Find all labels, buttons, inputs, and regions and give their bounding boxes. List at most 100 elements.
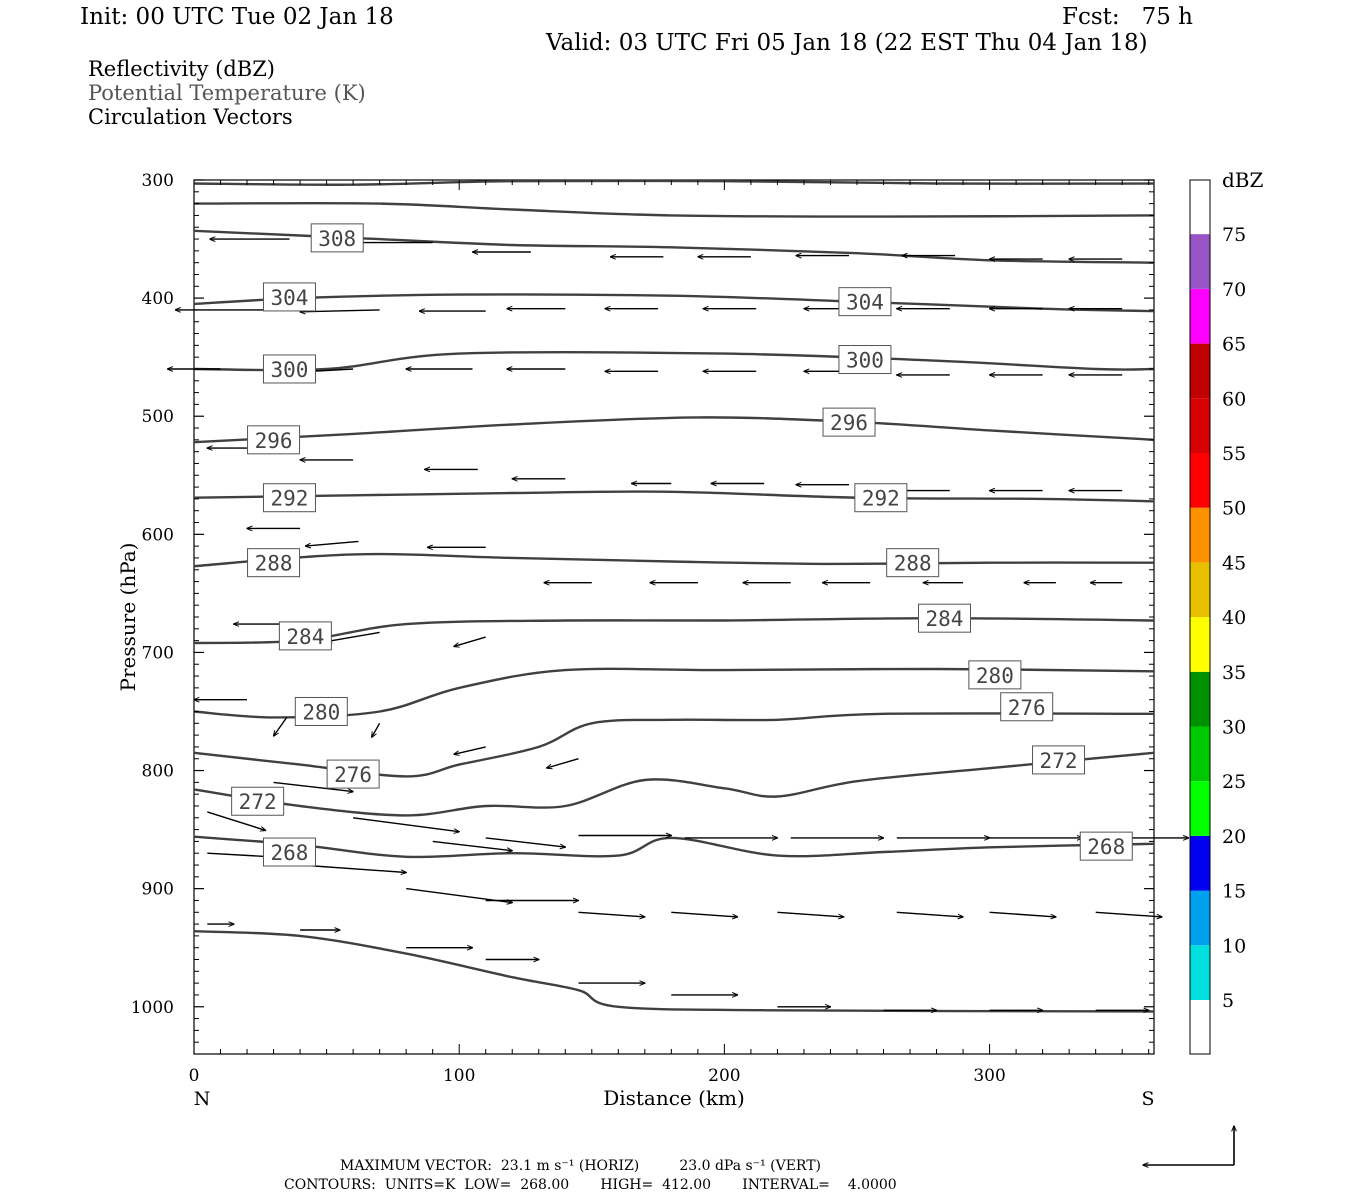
- theta-contour-264: [193, 930, 1155, 1013]
- svg-text:300: 300: [271, 358, 309, 382]
- contour-label-292: 292: [854, 483, 908, 513]
- svg-text:272: 272: [1040, 749, 1078, 773]
- svg-text:288: 288: [255, 552, 293, 576]
- circulation-vector: [454, 636, 486, 646]
- colorbar-swatch: [1190, 890, 1210, 946]
- init-time: Init: 00 UTC Tue 02 Jan 18: [80, 4, 394, 30]
- circulation-vector: [300, 864, 406, 873]
- colorbar-label: 30: [1222, 717, 1246, 739]
- y-tick-label: 1000: [131, 998, 174, 1018]
- circulation-vector: [274, 716, 288, 736]
- y-tick-label: 400: [142, 289, 174, 309]
- colorbar-label: 35: [1222, 662, 1246, 684]
- field-potential-temperature: Potential Temperature (K): [88, 81, 366, 105]
- svg-text:276: 276: [1008, 696, 1046, 720]
- svg-text:284: 284: [286, 625, 324, 649]
- svg-text:276: 276: [334, 763, 372, 787]
- theta-contour-296: [193, 416, 1155, 444]
- circulation-vector: [207, 811, 265, 831]
- dbz-colorbar: 5 10 15 20 25 30 35 40 45 50 55 60 65 70 75: [1189, 179, 1246, 1055]
- svg-text:304: 304: [846, 291, 884, 315]
- colorbar-label: 20: [1222, 826, 1246, 848]
- circulation-vector: [777, 911, 843, 917]
- colorbar-swatch: [1190, 671, 1210, 727]
- circulation-vector: [547, 758, 579, 768]
- svg-text:308: 308: [318, 227, 356, 251]
- colorbar-label: 10: [1222, 935, 1246, 957]
- y-axis: 300 400 500 600 700 800 900 1000: [131, 171, 1154, 1055]
- circulation-vector: [273, 781, 354, 791]
- contour-label-272: 272: [1032, 745, 1086, 775]
- contour-label-288: 288: [247, 548, 301, 578]
- theta-contour-310: [193, 201, 1155, 218]
- x-tick-label: 300: [973, 1066, 1005, 1086]
- contour-label-268: 268: [1079, 831, 1133, 861]
- theta-contour-288: [193, 552, 1155, 568]
- theta-contour-268: [193, 835, 1155, 859]
- contour-info-note: CONTOURS: UNITS=K LOW= 268.00 HIGH= 412.…: [284, 1177, 897, 1193]
- contour-label-276: 276: [1000, 692, 1054, 722]
- colorbar-label: 15: [1222, 881, 1246, 903]
- x-axis-label: Distance (km): [603, 1086, 745, 1110]
- contour-label-280: 280: [968, 660, 1022, 690]
- y-axis-label: Pressure (hPa): [116, 543, 140, 692]
- theta-contour-300: [193, 350, 1155, 372]
- contour-label-280: 280: [294, 696, 348, 726]
- colorbar-swatch: [1190, 726, 1210, 782]
- colorbar-swatch: [1190, 453, 1210, 508]
- field-reflectivity: Reflectivity (dBZ): [88, 57, 276, 81]
- colorbar-label: 70: [1222, 279, 1246, 301]
- colorbar-swatch: [1190, 781, 1210, 836]
- circulation-vector: [578, 911, 645, 917]
- reference-vector-arrow: [1143, 1126, 1234, 1165]
- contour-label-288: 288: [886, 548, 940, 578]
- colorbar-swatch: [1190, 507, 1210, 563]
- svg-text:268: 268: [1087, 835, 1125, 859]
- circulation-vector: [353, 817, 459, 832]
- contour-label-308: 308: [310, 223, 364, 253]
- colorbar-swatch: [1190, 234, 1210, 289]
- colorbar-swatch: [1190, 288, 1210, 344]
- valid-time: Valid: 03 UTC Fri 05 Jan 18 (22 EST Thu …: [546, 30, 1148, 56]
- circulation-vector: [372, 722, 381, 737]
- colorbar-label: 45: [1222, 552, 1246, 574]
- svg-text:280: 280: [302, 700, 340, 724]
- circulation-vector: [989, 911, 1056, 917]
- svg-text:268: 268: [271, 841, 309, 865]
- svg-text:280: 280: [976, 664, 1014, 688]
- colorbar-label: 40: [1222, 607, 1246, 629]
- x-endpoint-right: S: [1141, 1088, 1154, 1110]
- circulation-vector: [1095, 911, 1162, 917]
- colorbar-label: 55: [1222, 443, 1246, 465]
- contour-label-296: 296: [822, 407, 876, 437]
- contour-label-304: 304: [838, 287, 892, 317]
- circulation-vector: [896, 911, 963, 917]
- colorbar-label: 25: [1222, 771, 1246, 793]
- contour-labels: 308 304 304 300 300 296 296 292 292 288 288 284 284 2…: [231, 223, 1133, 867]
- colorbar-label: 65: [1222, 334, 1246, 356]
- svg-text:296: 296: [255, 429, 293, 453]
- contour-label-284: 284: [278, 621, 332, 651]
- colorbar-label: 5: [1222, 990, 1234, 1012]
- y-tick-label: 700: [142, 643, 174, 663]
- contour-label-268: 268: [262, 837, 316, 867]
- contour-label-300: 300: [262, 354, 316, 384]
- contour-label-304: 304: [262, 282, 316, 312]
- circulation-vectors: [168, 239, 1189, 1010]
- forecast-hour: Fcst: 75 h: [1062, 4, 1193, 30]
- contour-label-292: 292: [262, 483, 316, 513]
- y-tick-label: 500: [142, 407, 174, 427]
- svg-text:272: 272: [239, 790, 277, 814]
- contour-label-300: 300: [838, 345, 892, 375]
- circulation-vector: [454, 746, 486, 754]
- circulation-vector: [300, 310, 380, 312]
- x-tick-label: 0: [189, 1066, 200, 1086]
- svg-text:288: 288: [894, 552, 932, 576]
- svg-text:292: 292: [862, 487, 900, 511]
- max-vector-note: MAXIMUM VECTOR: 23.1 m s⁻¹ (HORIZ) 23.0 …: [340, 1158, 822, 1174]
- x-axis: 0 100 200 300: [189, 180, 1150, 1086]
- colorbar-swatch: [1190, 617, 1210, 672]
- colorbar-swatch: [1190, 398, 1210, 453]
- contour-label-272: 272: [231, 786, 285, 816]
